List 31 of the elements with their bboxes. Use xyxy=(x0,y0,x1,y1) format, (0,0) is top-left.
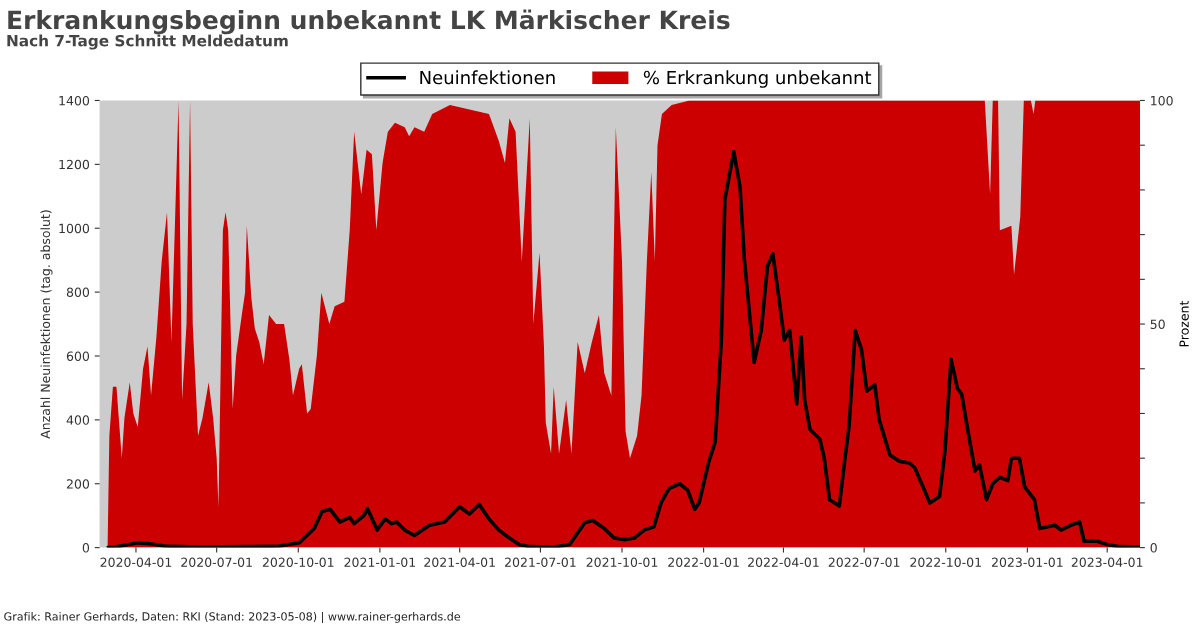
y-tick-label: 1400 xyxy=(59,95,90,106)
y2-tick-label: 50 xyxy=(1150,319,1165,329)
x-tick-label: 2022-01-01 xyxy=(668,557,739,568)
x-tick-label: 2021-07-01 xyxy=(505,557,576,568)
chart-subtitle: Nach 7-Tage Schnitt Meldedatum xyxy=(7,34,288,50)
x-tick-label: 2022-10-01 xyxy=(910,557,981,568)
x-tick-label: 2022-04-01 xyxy=(748,557,819,568)
y-tick-label: 1000 xyxy=(59,223,90,234)
text: Grafik: Rainer Gerhards, Daten: RKI (Stand: 2023-05-08) | www.rainer-gerhards.de xyxy=(4,611,461,624)
y-tick-label: 200 xyxy=(66,479,90,489)
y-tick-label: 800 xyxy=(66,287,90,298)
x-tick-label: 2023-04-01 xyxy=(1071,557,1143,568)
y-axis-title: Anzahl Neuinfektionen (tag. absolut) xyxy=(40,210,53,439)
y-tick-label: 400 xyxy=(66,415,90,425)
y2-tick-label: 100 xyxy=(1151,95,1173,106)
y-tick-label: 1200 xyxy=(59,159,90,170)
y2-axis-title: Prozent xyxy=(1179,300,1189,347)
x-tick-label: 2020-10-01 xyxy=(262,557,334,568)
x-tick-label: 2020-07-01 xyxy=(181,557,252,568)
x-tick-label: 2021-01-01 xyxy=(344,557,416,568)
legend-label: Neuinfektionen xyxy=(420,70,555,85)
x-tick-label: 2022-07-01 xyxy=(828,557,900,568)
y2-tick-label: 0 xyxy=(1150,543,1157,553)
chart-title: Erkrankungsbeginn unbekannt LK Märkischer Kreis xyxy=(8,9,730,35)
x-tick-label: 2023-01-01 xyxy=(991,557,1063,568)
x-tick-label: 2021-04-01 xyxy=(424,557,495,568)
y-tick-label: 0 xyxy=(82,543,90,553)
x-tick-label: 2021-10-01 xyxy=(586,557,658,568)
x-tick-label: 2020-04-01 xyxy=(100,557,172,568)
y-tick-label: 600 xyxy=(66,351,90,361)
legend-label: % Erkrankung unbekannt xyxy=(643,70,872,88)
